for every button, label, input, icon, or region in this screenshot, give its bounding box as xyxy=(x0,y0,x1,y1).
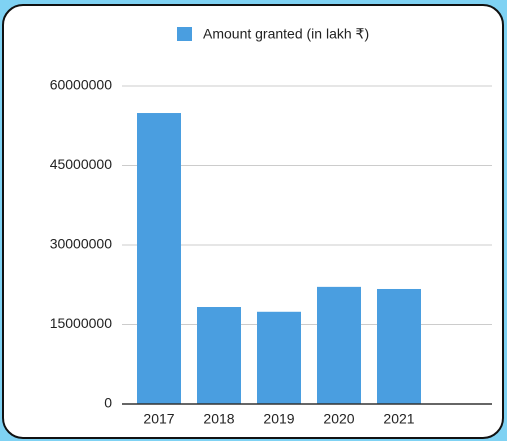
x-tick-label: 2019 xyxy=(263,411,294,427)
x-tick-label: 2018 xyxy=(203,411,234,427)
bar xyxy=(137,113,181,404)
legend-label: Amount granted (in lakh ₹) xyxy=(203,26,369,42)
y-tick-label: 15000000 xyxy=(50,315,113,331)
bar xyxy=(197,307,241,404)
y-tick-label: 30000000 xyxy=(50,236,113,252)
card xyxy=(2,4,504,439)
y-tick-label: 60000000 xyxy=(50,77,113,93)
legend-swatch xyxy=(177,27,192,41)
x-tick-label: 2020 xyxy=(323,411,354,427)
bar xyxy=(317,286,361,404)
y-tick-label: 45000000 xyxy=(50,156,113,172)
bar xyxy=(257,311,301,404)
x-tick-label: 2017 xyxy=(143,411,174,427)
y-tick-label: 0 xyxy=(104,395,112,411)
x-tick-label: 2021 xyxy=(383,411,414,427)
bar xyxy=(377,288,421,404)
